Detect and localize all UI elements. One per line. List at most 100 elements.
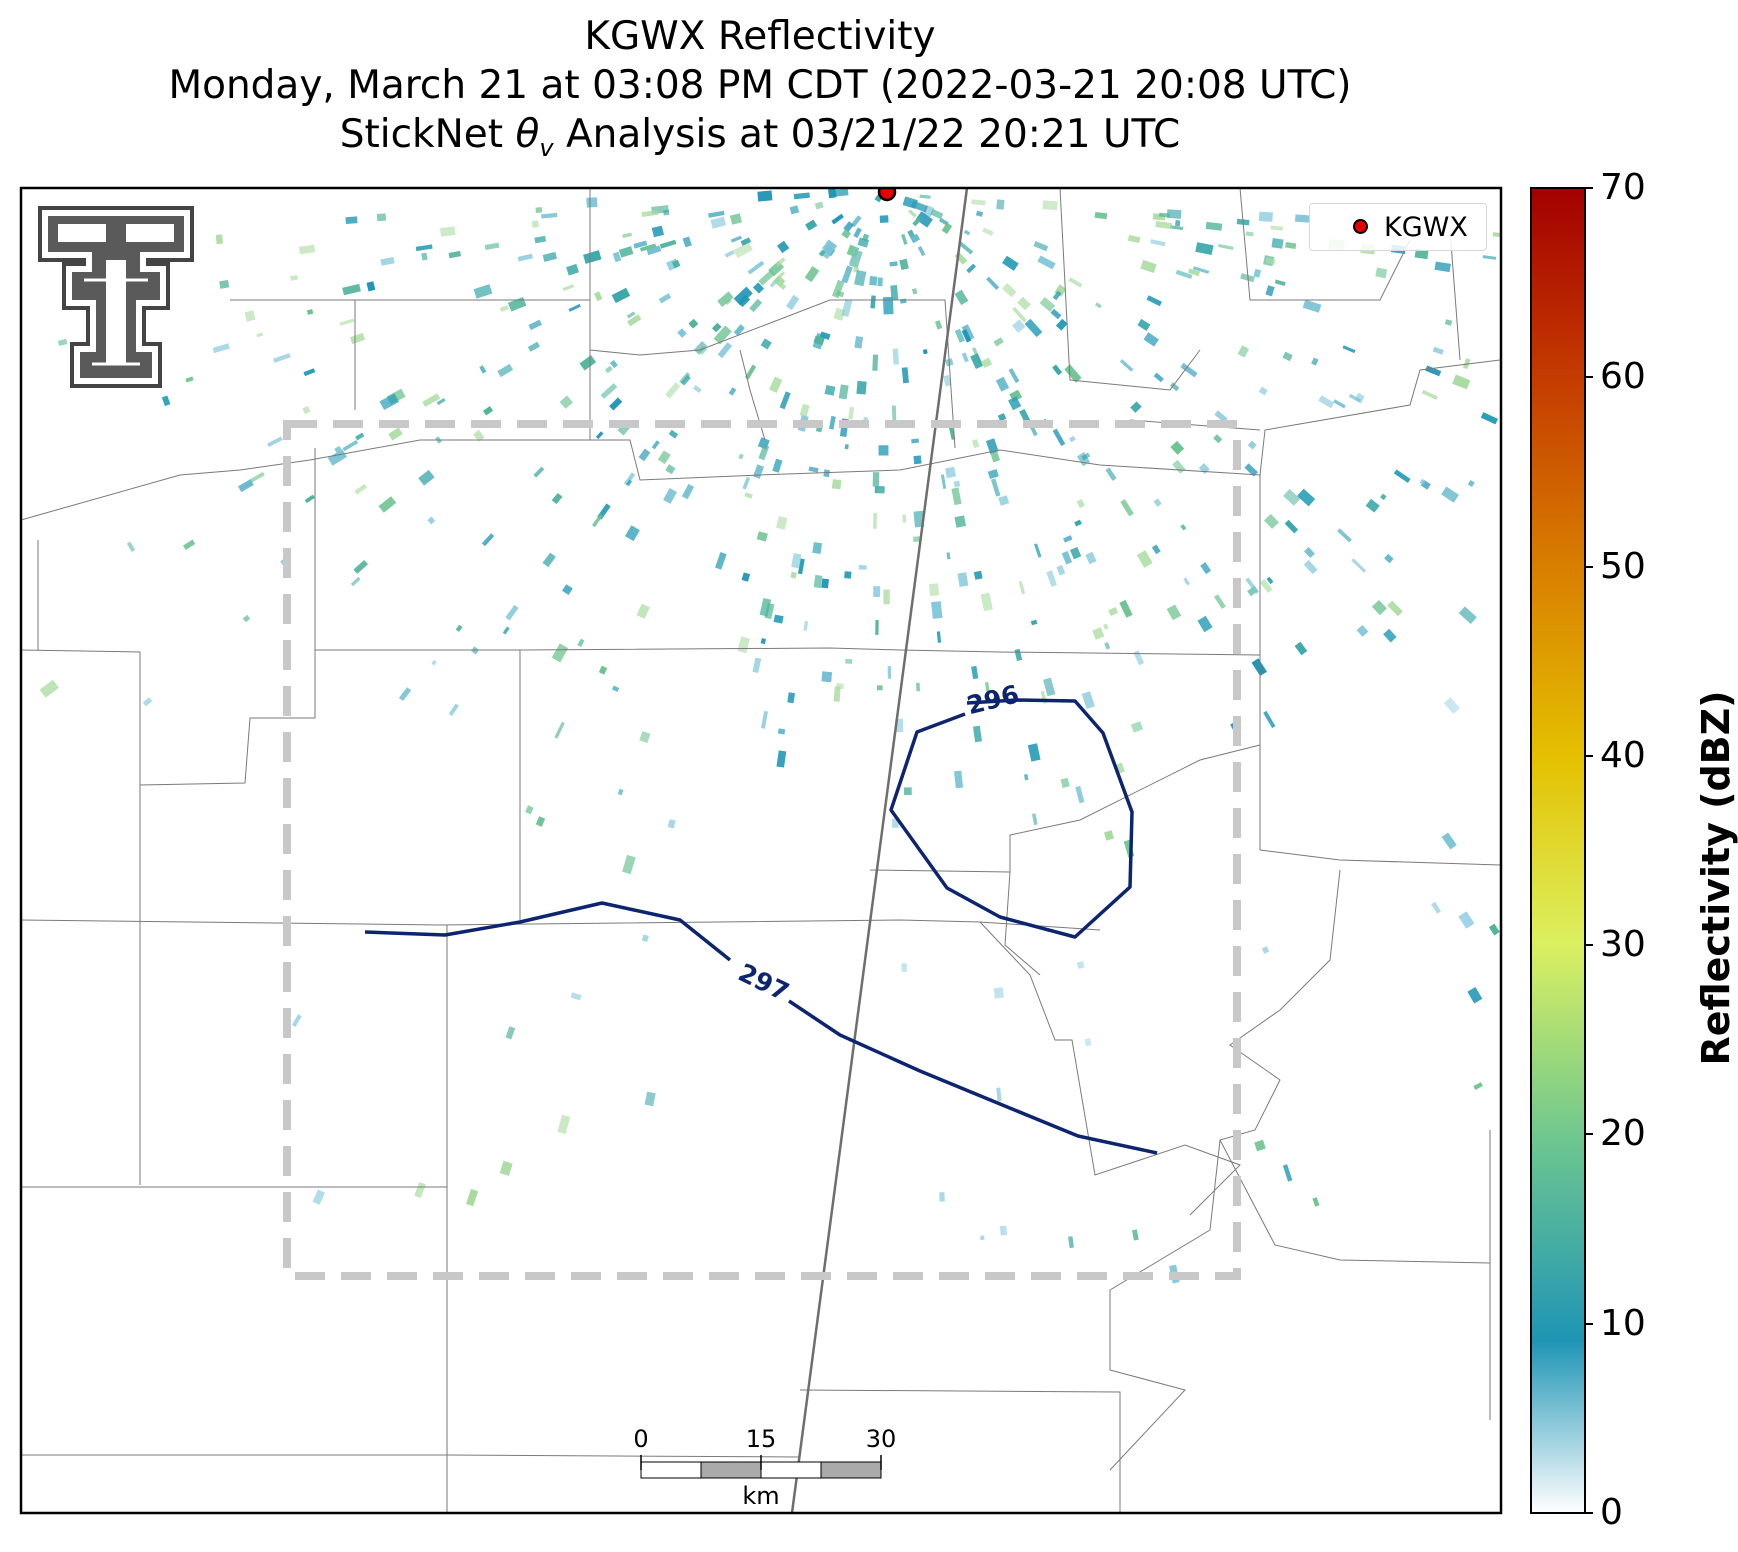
- reflectivity-gate: [760, 338, 772, 350]
- reflectivity-gate: [557, 1114, 571, 1135]
- reflectivity-gate: [873, 586, 881, 597]
- reflectivity-gate: [617, 788, 624, 796]
- reflectivity-gate: [971, 665, 979, 680]
- reflectivity-gate: [1285, 241, 1297, 250]
- reflectivity-gate: [831, 479, 842, 490]
- reflectivity-gate: [759, 598, 772, 617]
- reflectivity-gate: [1492, 232, 1501, 238]
- reflectivity-gate: [663, 209, 670, 216]
- reflectivity-gate: [1172, 459, 1186, 474]
- reflectivity-gate: [1261, 946, 1270, 954]
- reflectivity-gate: [1354, 392, 1365, 404]
- reflectivity-gate: [1136, 550, 1153, 568]
- reflectivity-gate: [651, 225, 664, 238]
- reflectivity-gate: [772, 271, 786, 285]
- reflectivity-gate: [982, 227, 994, 237]
- theta-symbol: θ: [515, 112, 540, 157]
- reflectivity-gate: [941, 222, 953, 235]
- reflectivity-gate: [693, 340, 708, 355]
- contour-label-297: 297: [734, 958, 794, 1007]
- reflectivity-gate: [1295, 214, 1310, 223]
- reflectivity-gate: [1441, 832, 1457, 850]
- reflectivity-gate: [772, 458, 783, 473]
- reflectivity-gate: [939, 1192, 945, 1202]
- reflectivity-gate: [570, 992, 582, 1001]
- map-frame: [19, 186, 1503, 1515]
- reflectivity-gate: [431, 659, 437, 666]
- reflectivity-gate: [598, 665, 608, 675]
- reflectivity-gate: [1213, 594, 1226, 609]
- reflectivity-gate: [1092, 627, 1105, 640]
- reflectivity-gate: [677, 328, 687, 338]
- reflectivity-gate: [710, 216, 727, 229]
- reflectivity-gate: [1467, 480, 1475, 488]
- reflectivity-gate: [757, 190, 773, 202]
- reflectivity-gate: [499, 1160, 513, 1176]
- colorbar-tick-label: 0: [1600, 1492, 1623, 1533]
- reflectivity-gate: [930, 208, 944, 220]
- reflectivity-gate: [1068, 435, 1076, 443]
- reflectivity-gate: [244, 310, 256, 322]
- colorbar-tick-label: 10: [1600, 1303, 1646, 1344]
- reflectivity-gate: [717, 291, 734, 307]
- reflectivity-gate: [922, 349, 928, 355]
- reflectivity-gate: [1265, 257, 1276, 265]
- reflectivity-gate: [899, 258, 909, 271]
- reflectivity-gate: [876, 488, 884, 494]
- reflectivity-gate: [835, 290, 845, 298]
- reflectivity-field: [39, 188, 1501, 1284]
- reflectivity-gate: [593, 291, 603, 302]
- reflectivity-gate: [887, 666, 892, 679]
- reflectivity-gate: [1056, 564, 1066, 576]
- reflectivity-gate: [753, 464, 765, 479]
- texas-tech-double-t-logo-icon: [38, 206, 194, 388]
- reflectivity-gate: [831, 213, 844, 225]
- reflectivity-gate: [622, 232, 632, 238]
- reflectivity-gate: [626, 311, 636, 319]
- reflectivity-gate: [779, 391, 791, 410]
- reflectivity-gate: [789, 205, 800, 215]
- reflectivity-gate: [729, 213, 742, 225]
- reflectivity-gate: [879, 215, 889, 223]
- reflectivity-gate: [733, 286, 753, 306]
- reflectivity-gate: [639, 731, 651, 744]
- reflectivity-gate: [1258, 386, 1268, 396]
- reflectivity-gate: [1274, 279, 1286, 287]
- reflectivity-gate: [1014, 648, 1023, 662]
- reflectivity-gate: [882, 296, 894, 315]
- reflectivity-gate: [1151, 544, 1161, 555]
- reflectivity-gate: [302, 405, 311, 415]
- reflectivity-gate: [1175, 269, 1193, 280]
- title-line-2: Monday, March 21 at 03:08 PM CDT (2022-0…: [168, 63, 1352, 108]
- reflectivity-gate: [562, 284, 575, 291]
- reflectivity-gate: [913, 455, 922, 465]
- colorbar-tick-label: 20: [1600, 1113, 1646, 1154]
- reflectivity-gate: [883, 589, 890, 605]
- reflectivity-gate: [1425, 365, 1442, 377]
- reflectivity-gate: [1254, 1139, 1266, 1152]
- reflectivity-gate: [928, 583, 940, 597]
- reflectivity-gate: [742, 476, 751, 490]
- reflectivity-gate: [439, 226, 456, 237]
- reflectivity-gate: [1192, 266, 1210, 274]
- reflectivity-gate: [1198, 463, 1210, 475]
- reflectivity-gate: [758, 444, 770, 461]
- reflectivity-gate: [961, 324, 975, 341]
- reflectivity-gate: [844, 444, 849, 450]
- reflectivity-gate: [436, 397, 446, 406]
- reflectivity-gate: [626, 479, 633, 487]
- reflectivity-gate: [901, 367, 909, 384]
- reflectivity-gate: [1282, 1164, 1293, 1182]
- reflectivity-gate: [473, 284, 493, 299]
- reflectivity-gate: [873, 512, 877, 529]
- reflectivity-gate: [945, 466, 956, 479]
- reflectivity-gate: [298, 244, 316, 255]
- reflectivity-gate: [892, 348, 899, 365]
- reflectivity-gate: [832, 279, 845, 299]
- reflectivity-gate: [612, 251, 622, 263]
- reflectivity-gate: [1050, 308, 1062, 320]
- reflectivity-gate: [682, 236, 692, 248]
- reflectivity-gate: [376, 213, 387, 222]
- reflectivity-gate: [1473, 1082, 1483, 1090]
- reflectivity-gate: [497, 363, 514, 378]
